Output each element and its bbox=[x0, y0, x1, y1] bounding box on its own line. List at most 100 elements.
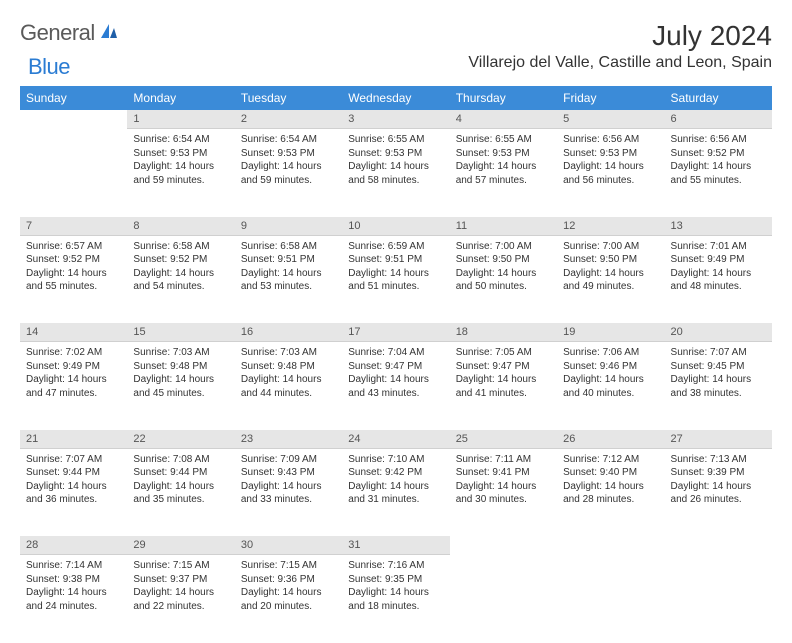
day-number-cell: 9 bbox=[235, 217, 342, 236]
sunset-line: Sunset: 9:50 PM bbox=[456, 253, 551, 267]
day-number-cell: 17 bbox=[342, 323, 449, 342]
sunset-line: Sunset: 9:44 PM bbox=[26, 466, 121, 480]
sunset-line: Sunset: 9:37 PM bbox=[133, 573, 228, 587]
daylight-line: Daylight: 14 hours and 51 minutes. bbox=[348, 267, 443, 294]
daylight-line: Daylight: 14 hours and 31 minutes. bbox=[348, 480, 443, 507]
daylight-line: Daylight: 14 hours and 48 minutes. bbox=[671, 267, 766, 294]
sunset-line: Sunset: 9:47 PM bbox=[456, 360, 551, 374]
day-number-cell: 22 bbox=[127, 430, 234, 449]
sunset-line: Sunset: 9:49 PM bbox=[671, 253, 766, 267]
logo: General bbox=[20, 20, 121, 46]
month-title: July 2024 bbox=[468, 20, 772, 52]
day-number-row: 28293031 bbox=[20, 536, 772, 555]
day-body-cell: Sunrise: 6:56 AMSunset: 9:52 PMDaylight:… bbox=[665, 129, 772, 217]
sunset-line: Sunset: 9:46 PM bbox=[563, 360, 658, 374]
day-body-cell: Sunrise: 6:58 AMSunset: 9:51 PMDaylight:… bbox=[235, 235, 342, 323]
weekday-header: Thursday bbox=[450, 86, 557, 110]
daylight-line: Daylight: 14 hours and 47 minutes. bbox=[26, 373, 121, 400]
sunrise-line: Sunrise: 7:09 AM bbox=[241, 453, 336, 467]
day-number-row: 123456 bbox=[20, 110, 772, 129]
sunrise-line: Sunrise: 7:07 AM bbox=[26, 453, 121, 467]
day-body-row: Sunrise: 7:07 AMSunset: 9:44 PM Daylight:… bbox=[20, 448, 772, 536]
day-body-cell: Sunrise: 7:04 AMSunset: 9:47 PMDaylight:… bbox=[342, 342, 449, 430]
day-number-cell: 11 bbox=[450, 217, 557, 236]
sunset-line: Sunset: 9:42 PM bbox=[348, 466, 443, 480]
daylight-line: Daylight: 14 hours and 33 minutes. bbox=[241, 480, 336, 507]
day-number-cell: 31 bbox=[342, 536, 449, 555]
daylight-line: Daylight: 14 hours and 53 minutes. bbox=[241, 267, 336, 294]
day-number-cell: 5 bbox=[557, 110, 664, 129]
day-number-cell: 6 bbox=[665, 110, 772, 129]
logo-text-blue: Blue bbox=[28, 54, 70, 80]
day-number-row: 78910111213 bbox=[20, 217, 772, 236]
sunset-line: Sunset: 9:53 PM bbox=[348, 147, 443, 161]
day-body-cell: Sunrise: 6:54 AMSunset: 9:53 PMDaylight:… bbox=[127, 129, 234, 217]
daylight-line: Daylight: 14 hours and 55 minutes. bbox=[671, 160, 766, 187]
sunrise-line: Sunrise: 7:14 AM bbox=[26, 559, 121, 573]
sunset-line: Sunset: 9:45 PM bbox=[671, 360, 766, 374]
sunset-line: Sunset: 9:51 PM bbox=[241, 253, 336, 267]
sunrise-line: Sunrise: 6:58 AM bbox=[133, 240, 228, 254]
sunset-line: Sunset: 9:53 PM bbox=[133, 147, 228, 161]
daylight-line: Daylight: 14 hours and 54 minutes. bbox=[133, 267, 228, 294]
day-body-cell: Sunrise: 7:15 AMSunset: 9:37 PMDaylight:… bbox=[127, 555, 234, 643]
logo-text-general: General bbox=[20, 20, 95, 46]
sunrise-line: Sunrise: 7:03 AM bbox=[241, 346, 336, 360]
daylight-line: Daylight: 14 hours and 28 minutes. bbox=[563, 480, 658, 507]
day-number-cell: 7 bbox=[20, 217, 127, 236]
day-body-cell: Sunrise: 7:10 AMSunset: 9:42 PMDaylight:… bbox=[342, 448, 449, 536]
day-number-cell: 8 bbox=[127, 217, 234, 236]
day-body-cell: Sunrise: 7:16 AMSunset: 9:35 PMDaylight:… bbox=[342, 555, 449, 643]
day-number-cell: 10 bbox=[342, 217, 449, 236]
sunrise-line: Sunrise: 7:04 AM bbox=[348, 346, 443, 360]
day-number-row: 21222324252627 bbox=[20, 430, 772, 449]
day-body-cell: Sunrise: 7:03 AMSunset: 9:48 PMDaylight:… bbox=[127, 342, 234, 430]
day-body-cell bbox=[20, 129, 127, 217]
daylight-line: Daylight: 14 hours and 44 minutes. bbox=[241, 373, 336, 400]
day-body-cell: Sunrise: 6:57 AMSunset: 9:52 PMDaylight:… bbox=[20, 235, 127, 323]
sunrise-line: Sunrise: 7:00 AM bbox=[456, 240, 551, 254]
sunset-line: Sunset: 9:39 PM bbox=[671, 466, 766, 480]
sunrise-line: Sunrise: 7:03 AM bbox=[133, 346, 228, 360]
day-body-cell: Sunrise: 7:07 AMSunset: 9:44 PMDaylight:… bbox=[20, 448, 127, 536]
day-number-cell bbox=[557, 536, 664, 555]
day-body-cell: Sunrise: 7:09 AMSunset: 9:43 PMDaylight:… bbox=[235, 448, 342, 536]
sunset-line: Sunset: 9:53 PM bbox=[563, 147, 658, 161]
day-body-row: Sunrise: 7:14 AMSunset: 9:38 PMDaylight:… bbox=[20, 555, 772, 643]
sunrise-line: Sunrise: 6:56 AM bbox=[671, 133, 766, 147]
daylight-line: Daylight: 14 hours and 58 minutes. bbox=[348, 160, 443, 187]
sunrise-line: Sunrise: 6:59 AM bbox=[348, 240, 443, 254]
sunrise-line: Sunrise: 7:15 AM bbox=[133, 559, 228, 573]
daylight-line: Daylight: 14 hours and 20 minutes. bbox=[241, 586, 336, 613]
day-number-cell: 26 bbox=[557, 430, 664, 449]
day-number-cell: 24 bbox=[342, 430, 449, 449]
day-body-cell: Sunrise: 7:06 AMSunset: 9:46 PMDaylight:… bbox=[557, 342, 664, 430]
weekday-header: Wednesday bbox=[342, 86, 449, 110]
calendar-table: Sunday Monday Tuesday Wednesday Thursday… bbox=[20, 86, 772, 643]
daylight-line: Daylight: 14 hours and 59 minutes. bbox=[241, 160, 336, 187]
day-number-cell: 25 bbox=[450, 430, 557, 449]
day-body-row: Sunrise: 6:54 AMSunset: 9:53 PMDaylight:… bbox=[20, 129, 772, 217]
day-body-cell: Sunrise: 7:00 AMSunset: 9:50 PMDaylight:… bbox=[557, 235, 664, 323]
logo-sail-icon bbox=[99, 22, 119, 45]
daylight-line: Daylight: 14 hours and 18 minutes. bbox=[348, 586, 443, 613]
sunset-line: Sunset: 9:36 PM bbox=[241, 573, 336, 587]
daylight-line: Daylight: 14 hours and 55 minutes. bbox=[26, 267, 121, 294]
sunset-line: Sunset: 9:52 PM bbox=[26, 253, 121, 267]
daylight-line: Daylight: 14 hours and 49 minutes. bbox=[563, 267, 658, 294]
day-number-cell: 21 bbox=[20, 430, 127, 449]
daylight-line: Daylight: 14 hours and 24 minutes. bbox=[26, 586, 121, 613]
sunrise-line: Sunrise: 7:02 AM bbox=[26, 346, 121, 360]
sunrise-line: Sunrise: 6:58 AM bbox=[241, 240, 336, 254]
sunset-line: Sunset: 9:48 PM bbox=[133, 360, 228, 374]
day-body-cell: Sunrise: 7:07 AMSunset: 9:45 PMDaylight:… bbox=[665, 342, 772, 430]
day-number-cell bbox=[450, 536, 557, 555]
daylight-line: Daylight: 14 hours and 43 minutes. bbox=[348, 373, 443, 400]
day-body-cell bbox=[557, 555, 664, 643]
day-number-cell bbox=[20, 110, 127, 129]
sunset-line: Sunset: 9:51 PM bbox=[348, 253, 443, 267]
day-body-cell bbox=[665, 555, 772, 643]
sunrise-line: Sunrise: 7:12 AM bbox=[563, 453, 658, 467]
sunset-line: Sunset: 9:49 PM bbox=[26, 360, 121, 374]
daylight-line: Daylight: 14 hours and 50 minutes. bbox=[456, 267, 551, 294]
